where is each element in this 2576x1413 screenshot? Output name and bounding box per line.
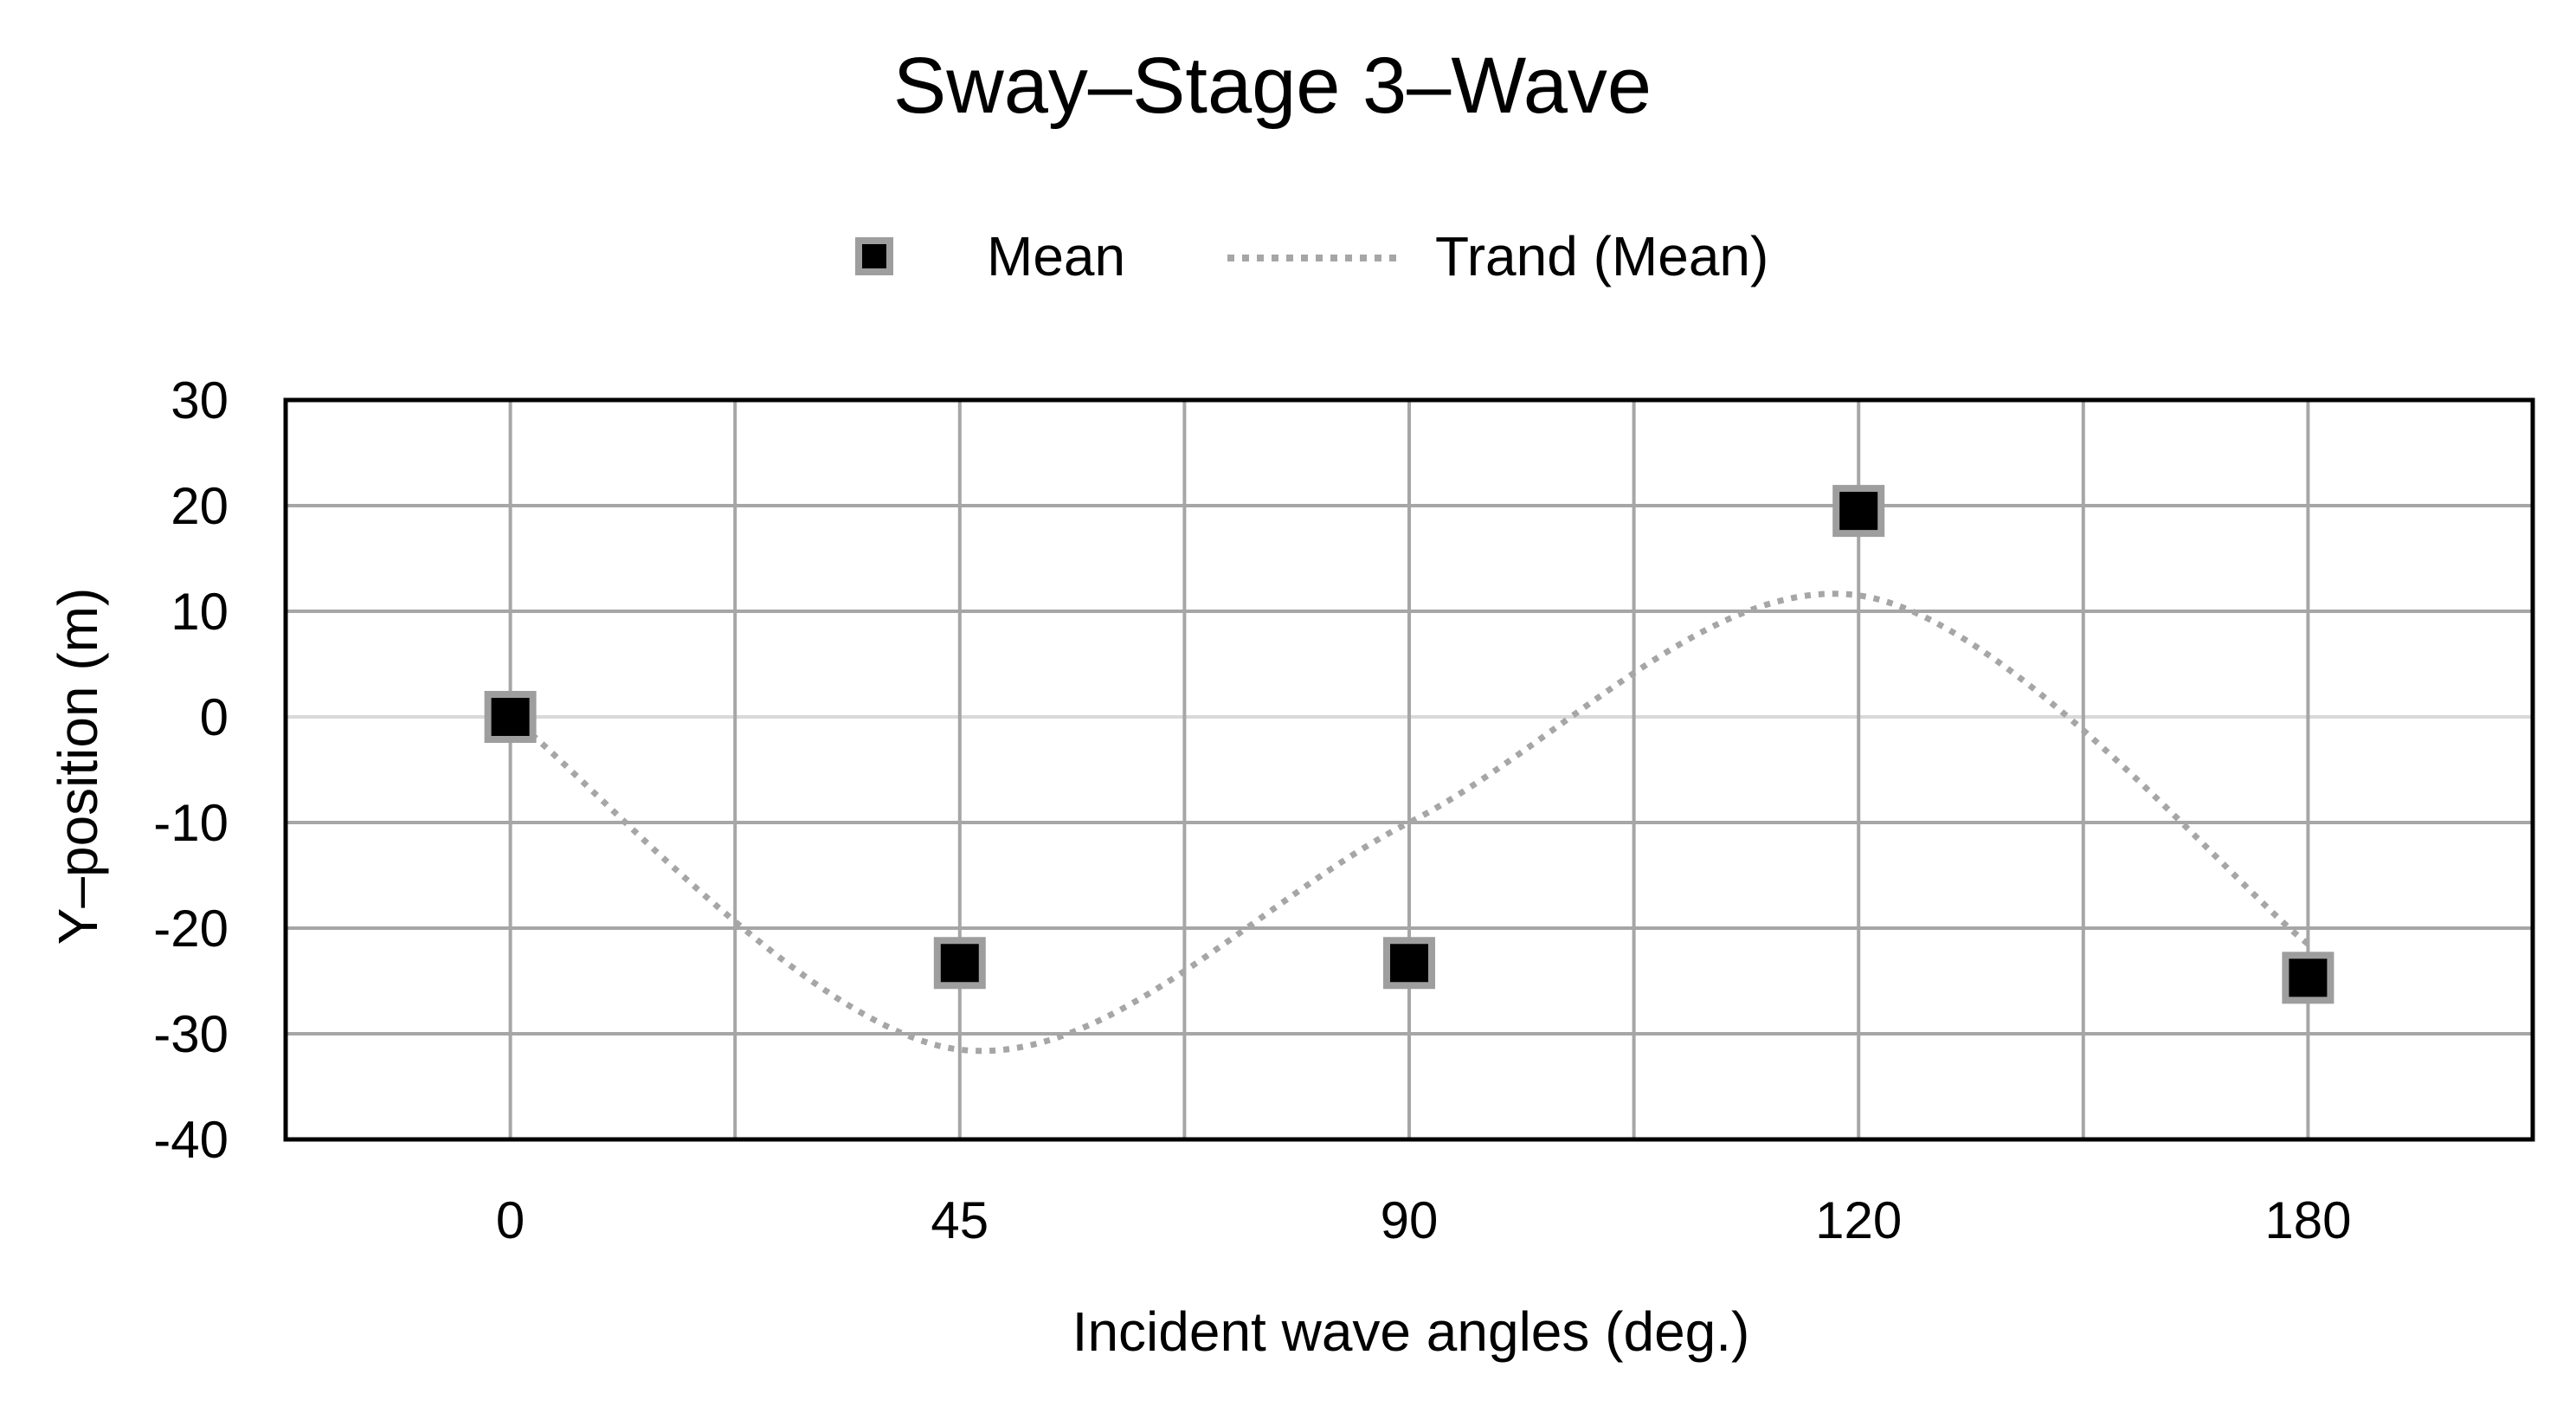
mean-marker [1832,485,1885,538]
plot-frame [283,397,2535,1142]
x-tick-label: 120 [1815,1191,1902,1249]
y-tick-label: 30 [171,371,229,429]
y-axis-title: Y–position (m) [47,588,109,945]
legend-trend-label: Trand (Mean) [1435,225,1768,287]
x-tick-label: 180 [2264,1191,2351,1249]
tick-labels: 30 20 10 0 -10 -20 -30 -40 0 45 90 120 180 [153,371,2351,1249]
mean-marker [933,937,986,990]
chart-title: Sway–Stage 3–Wave [893,42,1652,130]
mean-series [484,485,2334,1004]
trend-line [508,590,2310,1055]
legend-mean-marker [855,237,893,275]
gridlines [286,400,2533,1139]
y-tick-label: -20 [153,900,229,958]
legend-mean-label: Mean [987,225,1125,287]
mean-marker [2282,952,2334,1004]
x-tick-label: 90 [1381,1191,1439,1249]
y-tick-label: -40 [153,1111,229,1169]
x-axis-title: Incident wave angles (deg.) [1072,1300,1750,1363]
y-tick-label: 20 [171,477,229,535]
y-tick-label: -10 [153,794,229,852]
legend: Mean Trand (Mean) [855,225,1768,287]
y-tick-label: -30 [153,1005,229,1063]
axes [283,397,2535,1142]
y-tick-label: 10 [171,583,229,641]
y-tick-label: 0 [200,688,229,746]
trend-series [508,590,2310,1055]
mean-marker [484,691,537,743]
x-tick-label: 45 [931,1191,989,1249]
mean-marker [1383,937,1435,990]
x-tick-label: 0 [496,1191,525,1249]
